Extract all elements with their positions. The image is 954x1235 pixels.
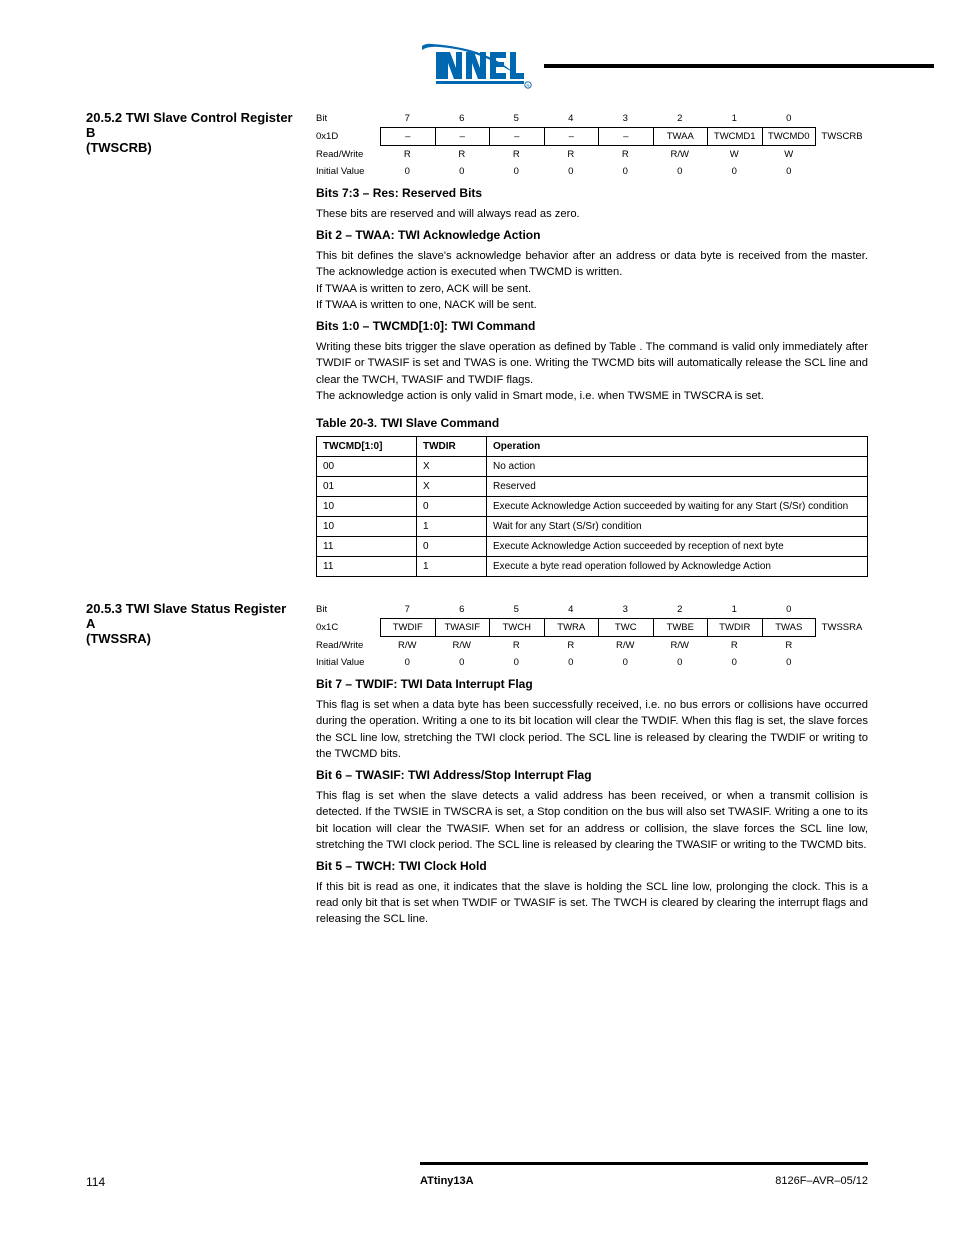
table-cell: Reserved	[487, 476, 867, 496]
page-header: R	[420, 38, 868, 96]
table-cell: 10	[317, 516, 417, 536]
table-cell: X	[417, 476, 487, 496]
table-cell: 1	[417, 556, 487, 576]
register-table-twssra: Bit 7 6 5 4 3 2 1 0 0x1C TWDIF TWASIF TW…	[316, 601, 868, 671]
table-cell: TWDIR	[417, 437, 487, 456]
page-footer: 114 ATtiny13A 8126F–AVR–05/12	[86, 1162, 868, 1187]
table-cell: 00	[317, 456, 417, 476]
table-cell: 0	[417, 496, 487, 516]
bullet-title: Bits 1:0 – TWCMD[1:0]: TWI Command	[316, 319, 868, 333]
table-cell: 01	[317, 476, 417, 496]
table-cell: Execute a byte read operation followed b…	[487, 556, 867, 576]
table-cell: X	[417, 456, 487, 476]
bullet-text: These bits are reserved and will always …	[316, 206, 868, 222]
regrow-rw: Read/Write R R R R R R/W W W	[316, 146, 868, 163]
table-cell: Execute Acknowledge Action succeeded by …	[487, 536, 867, 556]
bullet-title: Bits 7:3 – Res: Reserved Bits	[316, 186, 868, 200]
table-caption: Table 20-3. TWI Slave Command	[316, 416, 868, 430]
footer-model: ATtiny13A	[420, 1175, 474, 1187]
bullet-text: This bit defines the slave's acknowledge…	[316, 248, 868, 313]
atmel-logo: R	[420, 38, 538, 95]
table-cell: Execute Acknowledge Action succeeded by …	[487, 496, 867, 516]
bullet-title: Bit 7 – TWDIF: TWI Data Interrupt Flag	[316, 677, 868, 691]
bullet-title: Bit 2 – TWAA: TWI Acknowledge Action	[316, 228, 868, 242]
table-cell: 1	[417, 516, 487, 536]
bullet-title: Bit 6 – TWASIF: TWI Address/Stop Interru…	[316, 768, 868, 782]
bullet-title: Bit 5 – TWCH: TWI Clock Hold	[316, 859, 868, 873]
regrow-bitnum: Bit 7 6 5 4 3 2 1 0	[316, 110, 868, 127]
bullet-text: This flag is set when the slave detects …	[316, 788, 868, 853]
section-label-twssra: 20.5.3 TWI Slave Status Register A (TWSS…	[86, 601, 296, 646]
regrow-names: 0x1D – – – – – TWAA TWCMD1 TWCMD0 TWSCRB	[316, 127, 868, 146]
table-cell: TWCMD[1:0]	[317, 437, 417, 456]
bullet-text: This flag is set when a data byte has be…	[316, 697, 868, 762]
regrow-iv: Initial Value 0 0 0 0 0 0 0 0	[316, 163, 868, 180]
footer-doc: 8126F–AVR–05/12	[775, 1175, 868, 1187]
bullet-text: If this bit is read as one, it indicates…	[316, 879, 868, 928]
table-cell: No action	[487, 456, 867, 476]
table-cell: 11	[317, 536, 417, 556]
header-rule	[544, 64, 934, 68]
table-cell: Wait for any Start (S/Sr) condition	[487, 516, 867, 536]
table-cell: 10	[317, 496, 417, 516]
register-table-twscrb: Bit 7 6 5 4 3 2 1 0 0x1D – – – –	[316, 110, 868, 180]
page-number: 114	[86, 1175, 105, 1189]
table-20-3: TWCMD[1:0]TWDIROperation00XNo action01XR…	[316, 436, 868, 577]
table-cell: 11	[317, 556, 417, 576]
section-label-twscrb: 20.5.2 TWI Slave Control Register B (TWS…	[86, 110, 296, 155]
table-cell: 0	[417, 536, 487, 556]
table-cell: Operation	[487, 437, 867, 456]
bullet-text: Writing these bits trigger the slave ope…	[316, 339, 868, 404]
